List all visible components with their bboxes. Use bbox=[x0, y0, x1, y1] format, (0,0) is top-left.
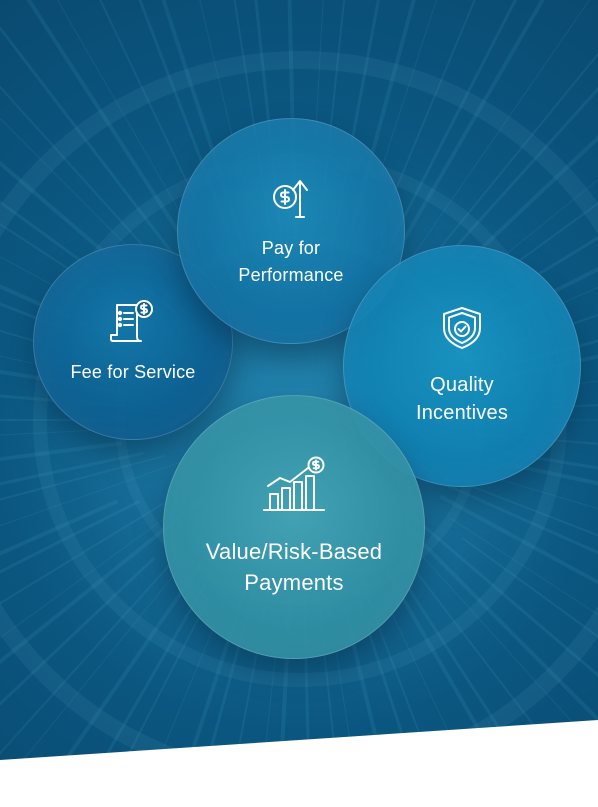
node-label-line: Quality bbox=[430, 374, 494, 396]
background-ray bbox=[319, 0, 346, 222]
shield-check-icon bbox=[443, 307, 481, 349]
background-ray bbox=[100, 597, 210, 807]
background-ray bbox=[0, 25, 192, 279]
background-ray bbox=[0, 200, 140, 304]
background-ray bbox=[407, 587, 552, 807]
background-ray bbox=[0, 222, 150, 323]
receipt-dollar-icon bbox=[110, 299, 153, 342]
background-ray bbox=[0, 556, 156, 707]
background-ray bbox=[461, 536, 598, 638]
background-ray bbox=[199, 0, 255, 226]
node-label-line: Incentives bbox=[415, 402, 509, 424]
node-label-line: Fee for Service bbox=[70, 361, 196, 382]
background-ray bbox=[0, 499, 119, 556]
node-label-line: Pay for bbox=[261, 238, 321, 258]
dollar-up-arrow-icon bbox=[273, 180, 308, 218]
background-ray bbox=[478, 380, 598, 398]
background-ray bbox=[368, 0, 476, 255]
bar-chart-dollar-icon bbox=[263, 456, 325, 511]
background-ray bbox=[419, 86, 598, 288]
background-ray bbox=[258, 618, 280, 807]
background-ray bbox=[344, 614, 395, 807]
background-ray bbox=[482, 286, 598, 340]
background-ray bbox=[26, 0, 194, 254]
background-ray bbox=[389, 0, 518, 243]
node-label-line: Value/Risk-Based bbox=[205, 539, 383, 564]
node-label-line: Payments bbox=[244, 570, 344, 595]
background-ray bbox=[443, 135, 598, 284]
node-value-risk-based-payments: Value/Risk-Based Payments bbox=[163, 395, 425, 659]
background-ray bbox=[0, 355, 125, 384]
background-ray bbox=[161, 0, 247, 250]
node-label-line: Performance bbox=[238, 265, 344, 285]
background-ray bbox=[459, 266, 598, 341]
